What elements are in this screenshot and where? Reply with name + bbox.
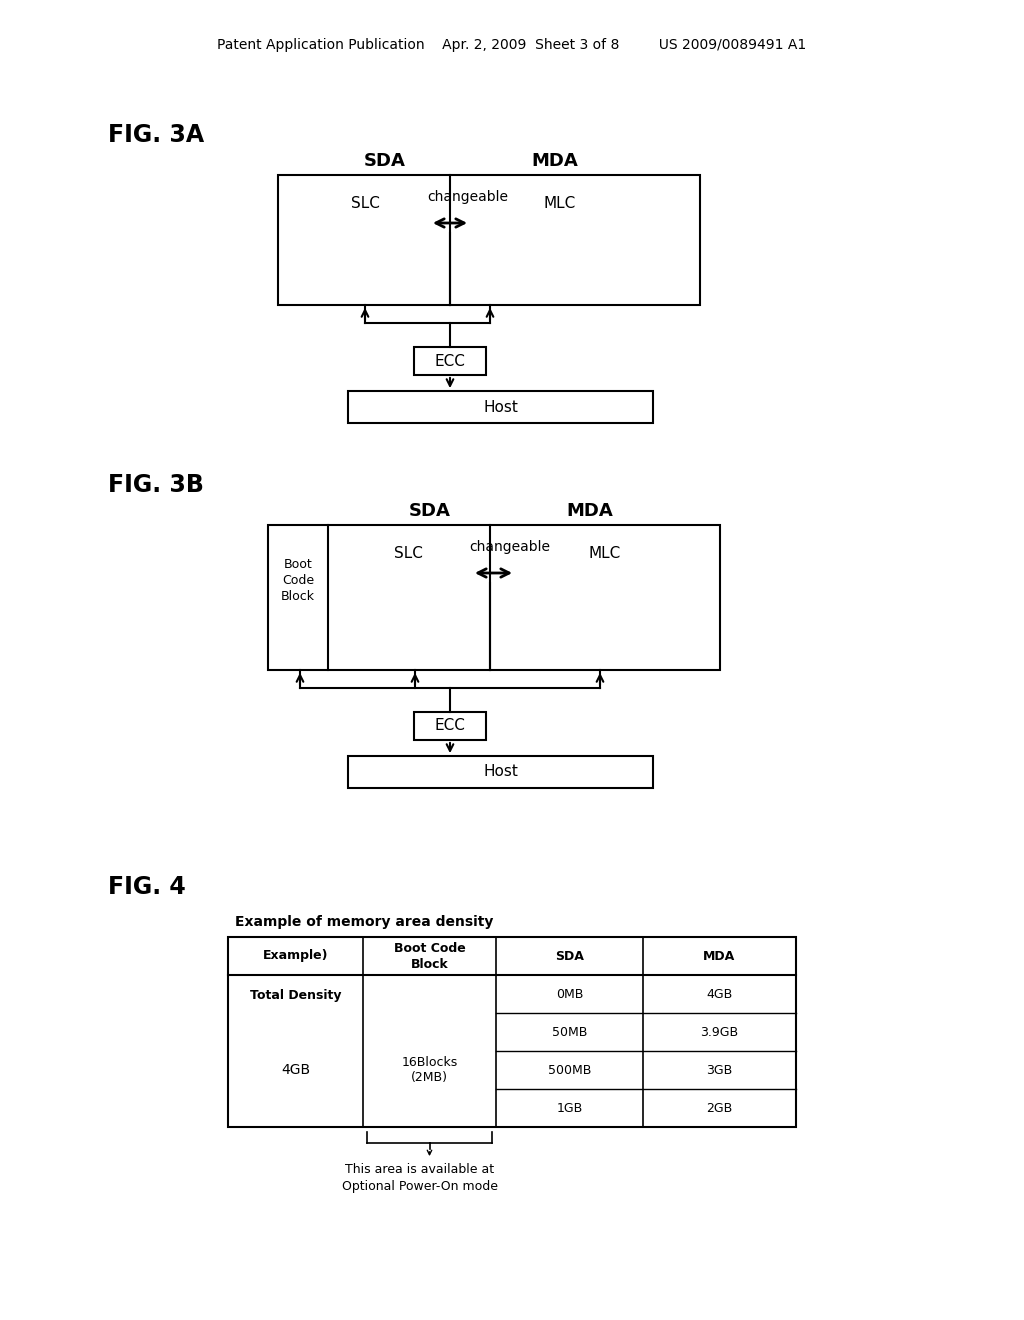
Text: SDA: SDA — [409, 502, 451, 520]
Bar — [228, 937, 796, 1127]
Bar — [414, 711, 486, 741]
Text: ECC: ECC — [434, 718, 466, 734]
Text: 0MB: 0MB — [556, 987, 584, 1001]
Text: 16Blocks
(2MB): 16Blocks (2MB) — [401, 1056, 458, 1085]
Text: 4GB: 4GB — [281, 1063, 310, 1077]
Text: This area is available at
Optional Power-On mode: This area is available at Optional Power… — [341, 1163, 498, 1193]
Text: MLC: MLC — [544, 195, 577, 210]
Text: ECC: ECC — [434, 354, 466, 368]
Text: MDA: MDA — [703, 949, 735, 962]
Text: FIG. 3A: FIG. 3A — [108, 123, 204, 147]
Text: 50MB: 50MB — [552, 1026, 587, 1039]
Text: changeable: changeable — [469, 540, 551, 554]
Text: Example): Example) — [263, 949, 329, 962]
Text: Patent Application Publication    Apr. 2, 2009  Sheet 3 of 8         US 2009/008: Patent Application Publication Apr. 2, 2… — [217, 38, 807, 51]
Text: Example of memory area density: Example of memory area density — [234, 915, 494, 929]
Bar — [278, 176, 700, 305]
Text: MLC: MLC — [589, 545, 622, 561]
Bar — [348, 391, 653, 422]
Text: FIG. 3B: FIG. 3B — [108, 473, 204, 498]
Text: Boot Code
Block: Boot Code Block — [393, 941, 465, 970]
Text: 2GB: 2GB — [707, 1101, 732, 1114]
Text: Host: Host — [483, 400, 518, 414]
Text: SLC: SLC — [393, 545, 423, 561]
Text: Boot
Code
Block: Boot Code Block — [281, 557, 315, 602]
Text: Host: Host — [483, 764, 518, 780]
Text: SDA: SDA — [555, 949, 584, 962]
Text: 3.9GB: 3.9GB — [700, 1026, 738, 1039]
Text: SLC: SLC — [350, 195, 380, 210]
Bar — [268, 525, 720, 671]
Text: MDA: MDA — [531, 152, 579, 170]
Text: changeable: changeable — [427, 190, 509, 205]
Text: SDA: SDA — [365, 152, 406, 170]
Bar — [414, 347, 486, 375]
Text: MDA: MDA — [566, 502, 613, 520]
Text: 4GB: 4GB — [707, 987, 732, 1001]
Text: FIG. 4: FIG. 4 — [108, 875, 185, 899]
Text: 3GB: 3GB — [707, 1064, 732, 1077]
Text: 1GB: 1GB — [556, 1101, 583, 1114]
Bar — [348, 756, 653, 788]
Text: 500MB: 500MB — [548, 1064, 591, 1077]
Text: Total Density: Total Density — [250, 990, 341, 1002]
